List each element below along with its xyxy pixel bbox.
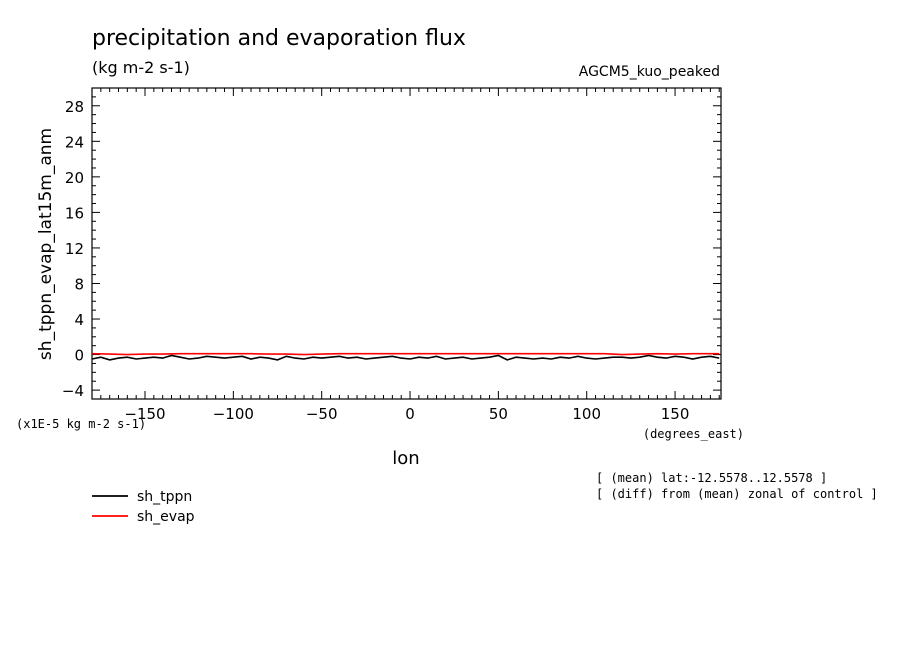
legend: sh_tppn sh_evap bbox=[92, 489, 195, 525]
axes: −4 0 4 8 12 16 20 24 28 −150 −100 −50 0 50 100 150 bbox=[62, 87, 722, 423]
x-axis-units: (degrees_east) bbox=[643, 427, 744, 441]
plot-frame bbox=[91, 87, 722, 400]
y-axis-units: (x1E-5 kg m-2 s-1) bbox=[16, 417, 146, 431]
y-tick-label: 12 bbox=[65, 240, 84, 258]
y-tick-label: 20 bbox=[65, 169, 84, 187]
chart-units: (kg m-2 s-1) bbox=[92, 58, 190, 77]
note-lat: [ (mean) lat:-12.5578..12.5578 ] bbox=[596, 471, 827, 485]
x-tick-label: 150 bbox=[661, 405, 690, 423]
series-sh_tppn bbox=[91, 354, 720, 361]
y-tick-label: 4 bbox=[74, 311, 84, 329]
y-tick-label: 0 bbox=[74, 347, 84, 365]
y-tick-label: 8 bbox=[74, 275, 84, 293]
legend-label: sh_evap bbox=[137, 509, 195, 525]
x-tick-label: 0 bbox=[405, 405, 415, 423]
series-lines bbox=[91, 352, 720, 361]
chart-title: precipitation and evaporation flux bbox=[92, 26, 466, 51]
x-tick-label: −100 bbox=[213, 405, 254, 423]
x-tick-label: 50 bbox=[489, 405, 508, 423]
y-tick-label: 28 bbox=[65, 98, 84, 116]
legend-label: sh_tppn bbox=[137, 489, 192, 505]
note-diff: [ (diff) from (mean) zonal of control ] bbox=[596, 487, 878, 501]
y-tick-label: 16 bbox=[65, 204, 84, 222]
x-tick-label: −50 bbox=[306, 405, 338, 423]
x-tick-label: 100 bbox=[572, 405, 601, 423]
x-tick-label: −150 bbox=[124, 405, 165, 423]
model-label: AGCM5_kuo_peaked bbox=[579, 64, 720, 80]
y-tick-label: −4 bbox=[62, 382, 84, 400]
series-sh_evap bbox=[91, 352, 720, 356]
y-axis-label: sh_tppn_evap_lat15m_anm bbox=[36, 128, 56, 360]
x-axis-label: lon bbox=[392, 448, 419, 469]
y-tick-label: 24 bbox=[65, 133, 84, 151]
